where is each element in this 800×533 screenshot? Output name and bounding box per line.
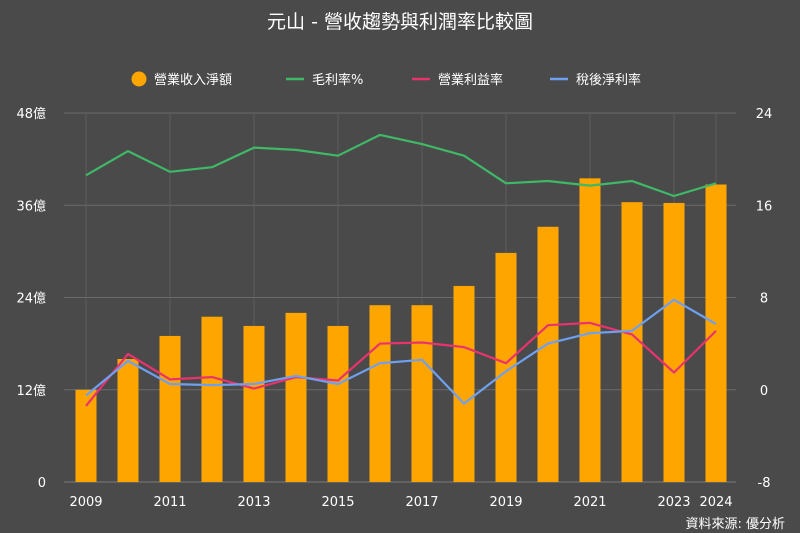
revenue-bar-2010 — [117, 359, 139, 482]
revenue-bar-2015 — [327, 325, 349, 482]
x-tick-label: 2024 — [699, 495, 732, 510]
revenue-bar-2016 — [369, 305, 391, 482]
left-tick-label: 24億 — [16, 291, 46, 307]
revenue-bar-2012 — [201, 316, 223, 482]
x-tick-label: 2023 — [657, 495, 690, 510]
legend-label: 營業收入淨額 — [154, 72, 232, 88]
legend-marker-bar — [131, 71, 147, 87]
revenue-bar-2022 — [621, 202, 643, 483]
series-line-2 — [85, 321, 717, 407]
right-tick-label: -8 — [758, 476, 771, 491]
legend-label: 稅後淨利率 — [576, 72, 641, 88]
x-tick-label: 2019 — [489, 495, 522, 510]
right-axis-ticks: -8 0 8 16 24 — [756, 107, 773, 491]
revenue-bar-2014 — [285, 312, 307, 482]
legend-label: 營業利益率 — [438, 72, 503, 88]
left-axis-ticks: 0 12億 24億 36億 48億 — [16, 106, 46, 491]
left-tick-label: 12億 — [16, 383, 46, 399]
x-tick-label: 2017 — [405, 495, 438, 510]
revenue-bar-2020 — [537, 226, 559, 482]
x-tick-label: 2011 — [153, 495, 186, 510]
legend: 營業收入淨額 毛利率% 營業利益率 稅後淨利率 — [131, 71, 641, 88]
left-tick-label: 36億 — [16, 198, 46, 214]
right-tick-label: 16 — [756, 199, 773, 214]
revenue-bar-2024 — [705, 184, 727, 482]
margin-lines — [85, 133, 717, 407]
chart-title: 元山 - 營收趨勢與利潤率比較圖 — [267, 11, 533, 33]
revenue-bars — [75, 178, 727, 483]
revenue-bar-2017 — [411, 305, 433, 482]
legend-label: 毛利率% — [312, 72, 363, 88]
revenue-bar-2011 — [159, 335, 181, 482]
right-tick-label: 24 — [756, 107, 773, 122]
revenue-bar-2018 — [453, 285, 475, 482]
x-tick-label: 2009 — [69, 495, 102, 510]
right-tick-label: 8 — [760, 292, 768, 307]
revenue-bar-2013 — [243, 325, 265, 482]
x-tick-label: 2013 — [237, 495, 270, 510]
left-tick-label: 48億 — [16, 106, 46, 122]
x-tick-label: 2015 — [321, 495, 354, 510]
x-axis-ticks: 2009 2011 2013 2015 2017 2019 2021 2023 2024 — [69, 495, 732, 510]
x-tick-label: 2021 — [573, 495, 606, 510]
source-note: 資料來源: 優分析 — [685, 517, 785, 532]
left-tick-label: 0 — [38, 476, 46, 491]
revenue-bar-2009 — [75, 389, 97, 482]
series-line-3 — [85, 298, 717, 405]
revenue-bar-2019 — [495, 252, 517, 482]
right-tick-label: 0 — [760, 384, 768, 399]
revenue-bar-2023 — [663, 202, 685, 482]
revenue-bar-2021 — [579, 178, 601, 482]
series-line-1 — [85, 133, 717, 198]
